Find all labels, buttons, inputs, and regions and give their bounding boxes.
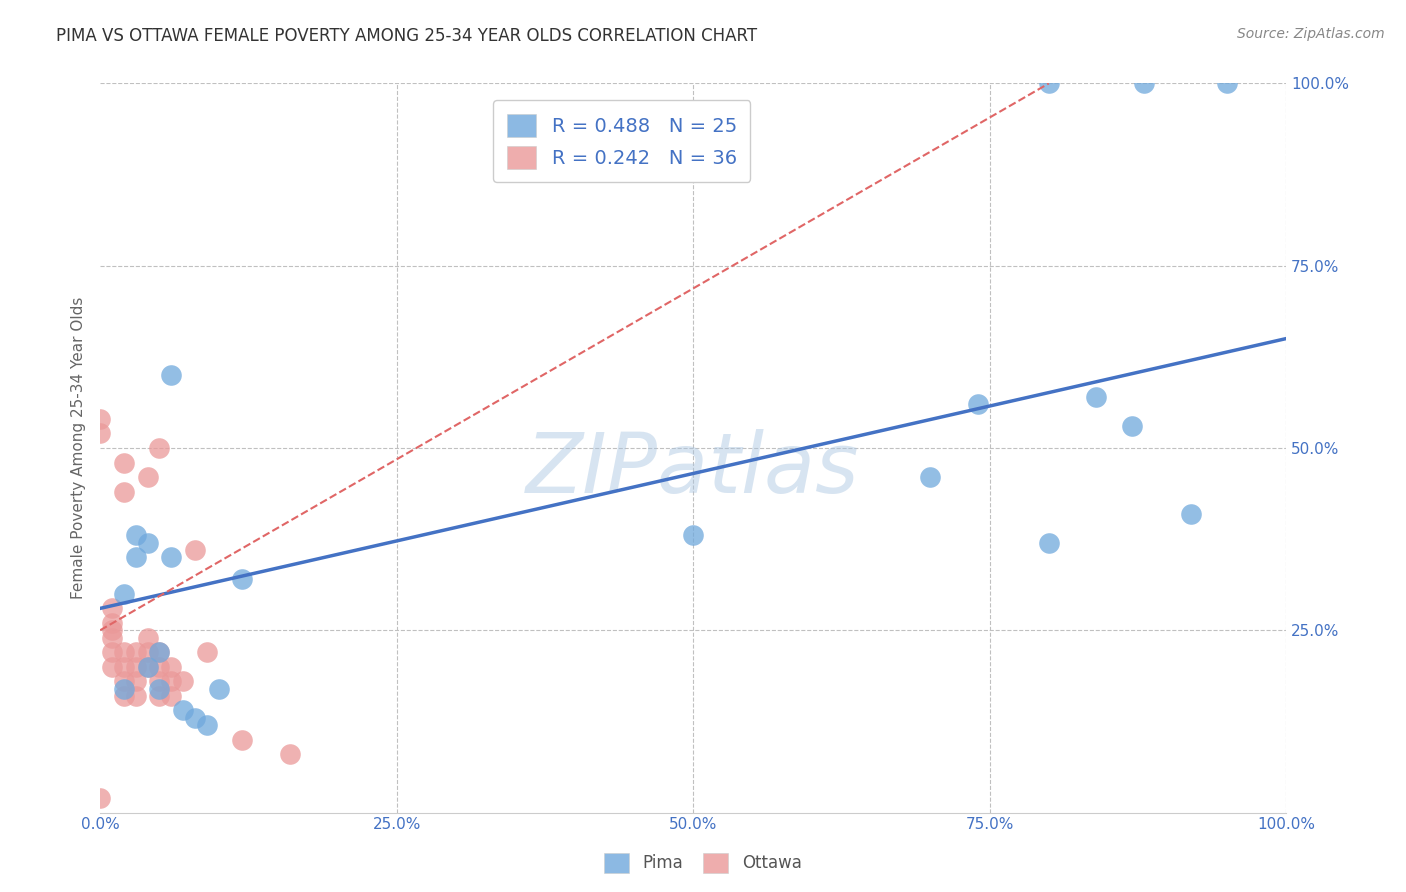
Legend: R = 0.488   N = 25, R = 0.242   N = 36: R = 0.488 N = 25, R = 0.242 N = 36 [494,101,751,182]
Point [160,674,183,689]
Point [101,624,124,638]
Point [160,689,183,703]
Y-axis label: Female Poverty Among 25-34 Year Olds: Female Poverty Among 25-34 Year Olds [72,297,86,599]
Point [136,659,159,673]
Point [112,645,135,659]
Point [172,703,194,717]
Point [172,674,194,689]
Point [125,674,148,689]
Point [112,587,135,601]
Point [148,645,170,659]
Point [148,645,170,659]
Point [125,689,148,703]
Point [101,601,124,615]
Point [148,659,170,673]
Point [136,470,159,484]
Point [208,681,231,696]
Point [920,470,942,484]
Point [136,631,159,645]
Point [160,659,183,673]
Point [195,645,218,659]
Point [101,615,124,630]
Point [125,550,148,565]
Point [89,412,111,426]
Point [1038,535,1060,549]
Point [136,535,159,549]
Point [112,689,135,703]
Point [184,543,207,558]
Point [160,368,183,382]
Point [136,659,159,673]
Point [89,426,111,441]
Point [231,572,253,586]
Point [195,718,218,732]
Point [112,681,135,696]
Point [101,659,124,673]
Text: ZIPatlas: ZIPatlas [526,429,860,510]
Point [125,528,148,542]
Point [89,791,111,805]
Point [1215,77,1237,91]
Point [682,528,704,542]
Point [184,711,207,725]
Point [1085,390,1108,404]
Legend: Pima, Ottawa: Pima, Ottawa [598,847,808,880]
Point [148,689,170,703]
Point [101,631,124,645]
Point [125,645,148,659]
Point [278,747,301,762]
Point [112,659,135,673]
Point [112,456,135,470]
Point [1038,77,1060,91]
Text: PIMA VS OTTAWA FEMALE POVERTY AMONG 25-34 YEAR OLDS CORRELATION CHART: PIMA VS OTTAWA FEMALE POVERTY AMONG 25-3… [56,27,758,45]
Point [1180,507,1202,521]
Point [148,674,170,689]
Text: Source: ZipAtlas.com: Source: ZipAtlas.com [1237,27,1385,41]
Point [136,645,159,659]
Point [160,550,183,565]
Point [148,441,170,455]
Point [1121,419,1143,434]
Point [112,674,135,689]
Point [148,681,170,696]
Point [231,732,253,747]
Point [966,397,988,411]
Point [125,659,148,673]
Point [101,645,124,659]
Point [1132,77,1154,91]
Point [112,484,135,499]
